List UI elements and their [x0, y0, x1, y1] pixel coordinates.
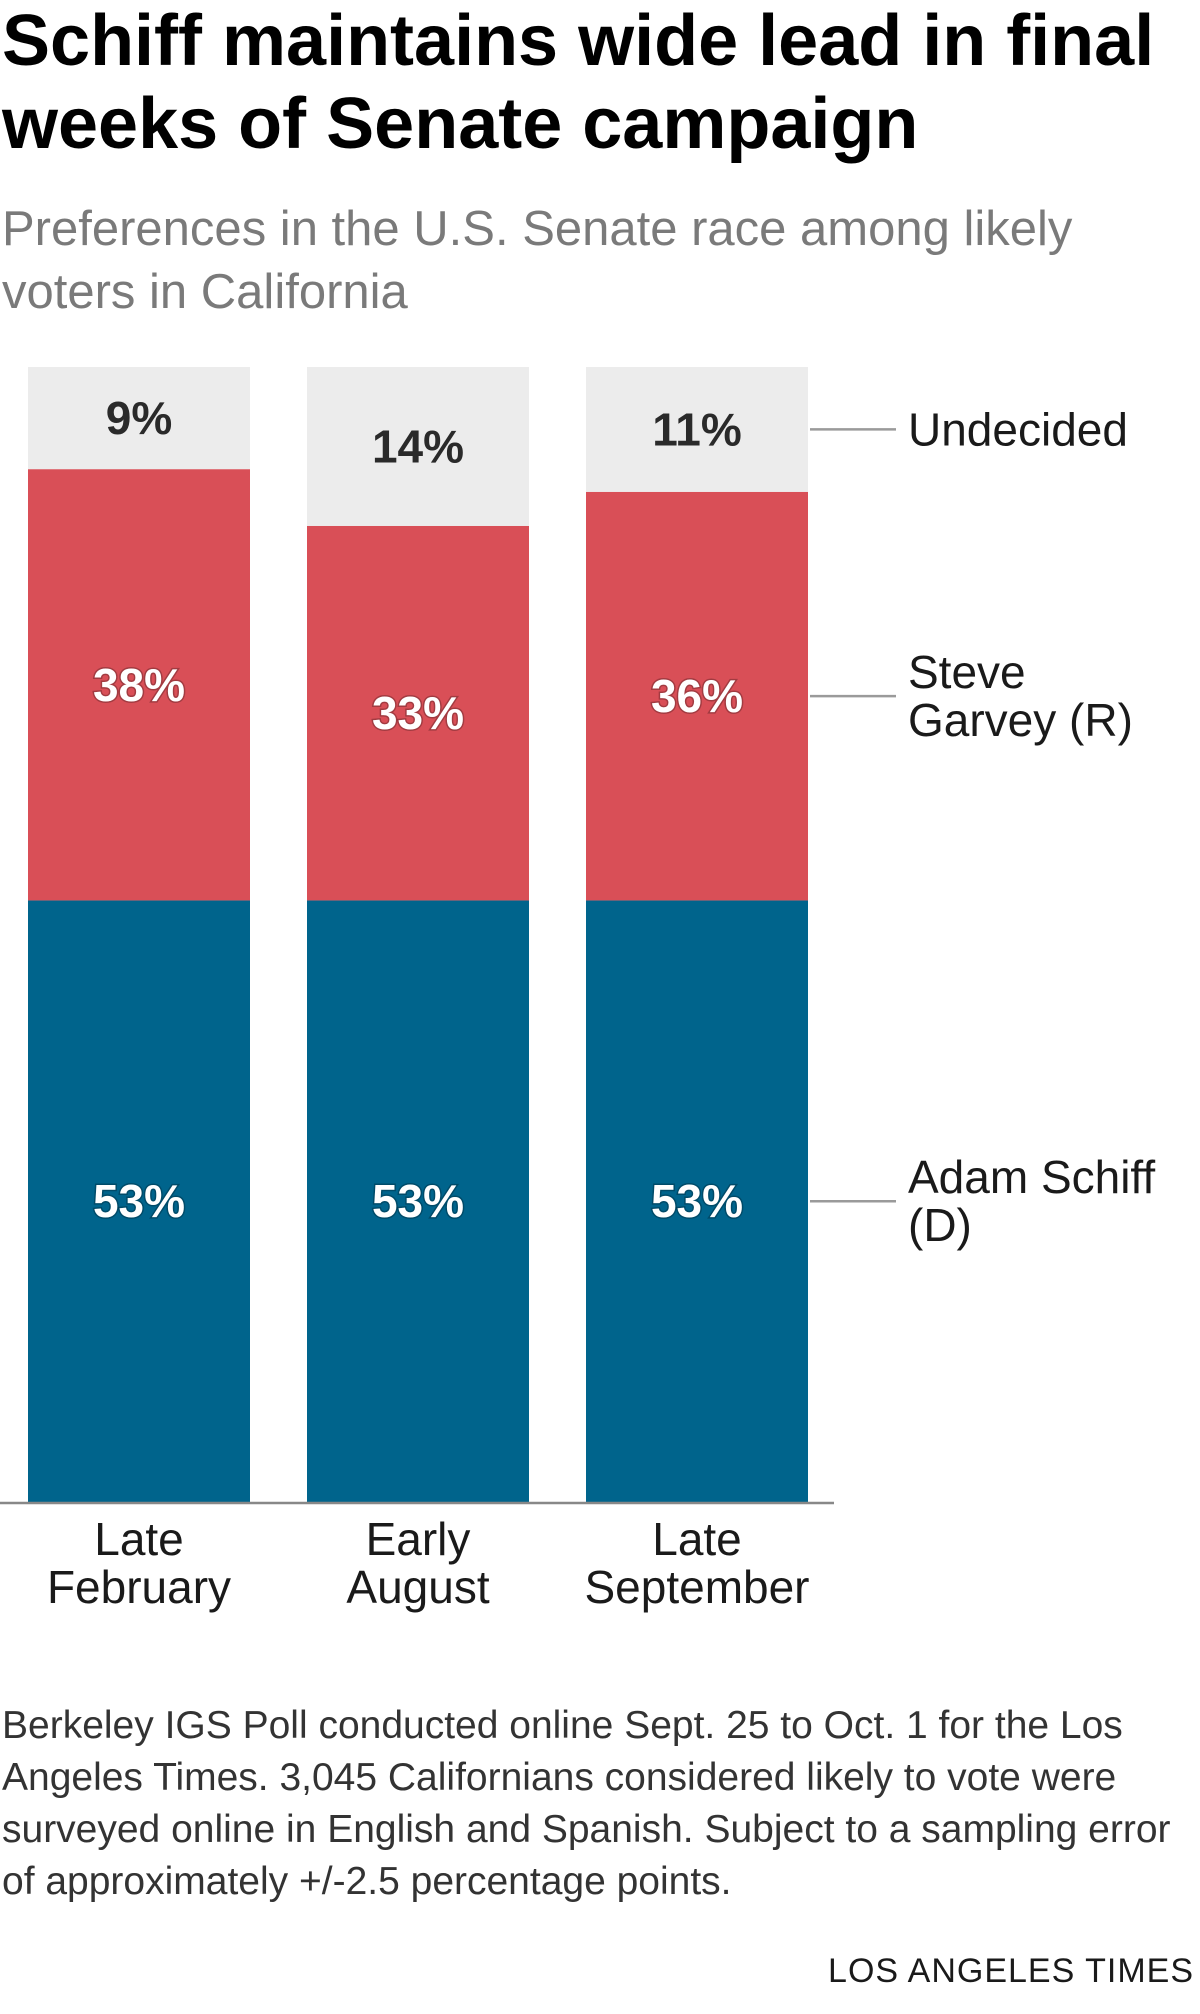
- value-labels-layer: 53% 38% 9% 53% 33% 14% 53% 36% 11%: [91, 392, 744, 1229]
- bar-undecided-late-february: [28, 367, 250, 470]
- credit-line: LOS ANGELES TIMES: [828, 1952, 1194, 1990]
- data-label-steve-garvey-r-late-september: 36%: [651, 670, 743, 722]
- bar-adam-schiff-d-late-september: [586, 900, 808, 1502]
- bar-steve-garvey-r-early-august: [307, 525, 529, 901]
- data-label-steve-garvey-r-early-august: 33%: [372, 687, 464, 739]
- x-axis: Late February Early August Late September: [0, 1501, 834, 1613]
- legend-label-steve-garvey-r: Steve Garvey (R): [908, 646, 1133, 746]
- chart-subtitle: Preferences in the U.S. Senate race amon…: [2, 202, 1073, 319]
- bar-steve-garvey-r-late-september: [586, 491, 808, 901]
- bar-adam-schiff-d-late-february: [28, 900, 250, 1502]
- data-label-steve-garvey-r-late-february: 38%: [93, 659, 185, 711]
- legend-label-undecided: Undecided: [908, 403, 1128, 455]
- data-label-adam-schiff-d-late-february: 53%: [93, 1175, 185, 1227]
- data-label-adam-schiff-d-early-august: 53%: [372, 1175, 464, 1227]
- data-label-undecided-late-september: 11%: [652, 403, 742, 455]
- bar-adam-schiff-d-early-august: [307, 900, 529, 1502]
- data-label-undecided-late-february: 9%: [106, 392, 172, 444]
- bar-undecided-early-august: [307, 367, 529, 526]
- bar-undecided-late-september: [586, 367, 808, 492]
- bar-steve-garvey-r-late-february: [28, 469, 250, 901]
- x-tick-label-late-september: Late September: [584, 1513, 809, 1613]
- x-tick-label-late-february: Late February: [47, 1513, 231, 1613]
- chart-title: Schiff maintains wide lead in final week…: [2, 1, 1155, 164]
- data-label-adam-schiff-d-late-september: 53%: [651, 1175, 743, 1227]
- legend-layer: Adam Schiff (D) Steve Garvey (R) Undecided: [810, 403, 1155, 1251]
- data-label-undecided-early-august: 14%: [372, 420, 464, 472]
- source-note: Berkeley IGS Poll conducted online Sept.…: [2, 1704, 1171, 1903]
- legend-label-adam-schiff-d: Adam Schiff (D): [908, 1151, 1155, 1251]
- stacked-bar-chart: 53% 38% 9% 53% 33% 14% 53% 36% 11% Adam Schiff (D…: [0, 367, 1155, 1613]
- x-tick-label-early-august: Early August: [346, 1513, 489, 1613]
- bars-layer: [28, 367, 808, 1502]
